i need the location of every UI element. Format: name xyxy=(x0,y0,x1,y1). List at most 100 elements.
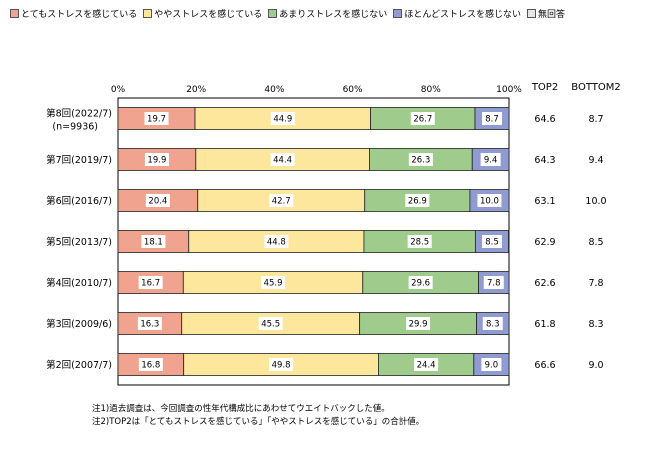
data-label-bg xyxy=(408,276,433,289)
data-label: 20.4 xyxy=(148,197,167,207)
legend-item: あまりストレスを感じない xyxy=(268,7,387,20)
data-label: 45.9 xyxy=(264,279,283,289)
note-1: 注1)過去調査は、今回調査の性年代構成比にあわせてウエイトバックした値。 xyxy=(92,404,390,414)
data-label-bg xyxy=(483,276,504,289)
bottom2-value: 8.7 xyxy=(588,114,603,125)
legend-item: ややストレスを感じている xyxy=(143,7,262,20)
x-tick-label: 60% xyxy=(343,85,363,95)
data-label: 26.9 xyxy=(408,197,427,207)
row-label: 第3回(2009/6) xyxy=(46,318,112,330)
legend-swatch xyxy=(268,9,278,18)
data-label: 29.9 xyxy=(409,320,428,330)
data-label: 8.7 xyxy=(485,115,499,125)
data-label-bg xyxy=(138,276,163,289)
x-tick-label: 100% xyxy=(496,85,522,95)
data-label: 8.3 xyxy=(486,320,500,330)
row-label: 第2回(2007/7) xyxy=(46,359,112,371)
data-label: 29.6 xyxy=(411,279,430,289)
data-label: 44.9 xyxy=(273,115,292,125)
top2-value: 64.3 xyxy=(534,155,555,166)
data-label-bg xyxy=(264,235,289,248)
data-label: 16.3 xyxy=(140,320,159,330)
data-label: 8.5 xyxy=(485,238,499,248)
legend-swatch xyxy=(143,9,153,18)
data-label-bg xyxy=(406,317,431,330)
row-sublabel: (n=9936) xyxy=(52,122,98,133)
note-2: 注2)TOP2は「とてもストレスを感じている」「ややストレスを感じている」の合計… xyxy=(92,417,425,427)
data-label-bg xyxy=(408,153,433,166)
row-label: 第7回(2019/7) xyxy=(46,154,112,166)
row-label: 第8回(2022/7) xyxy=(46,108,112,120)
data-label: 10.0 xyxy=(480,197,499,207)
data-label-bg xyxy=(405,194,430,207)
data-label: 44.4 xyxy=(273,156,292,166)
bottom2-value: 10.0 xyxy=(585,196,606,207)
data-label: 16.7 xyxy=(141,279,160,289)
data-label-bg xyxy=(481,235,502,248)
legend-swatch xyxy=(10,9,19,18)
data-label: 16.8 xyxy=(141,361,160,371)
data-label: 9.4 xyxy=(484,156,498,166)
top2-value: 62.9 xyxy=(534,237,555,248)
data-label-bg xyxy=(138,358,163,371)
data-label: 44.8 xyxy=(267,238,286,248)
top2-value: 66.6 xyxy=(534,360,555,371)
legend-item: ほとんどストレスを感じない xyxy=(393,7,521,20)
data-label-bg xyxy=(144,153,169,166)
top2-value: 64.6 xyxy=(534,114,555,125)
chart-legend: とてもストレスを感じている ややストレスを感じている あまりストレスを感じない ほとん… xyxy=(10,7,571,23)
data-label: 19.7 xyxy=(147,115,166,125)
data-label-bg xyxy=(258,317,283,330)
data-label-bg xyxy=(410,112,435,125)
data-label-bg xyxy=(477,194,502,207)
bottom2-value: 8.3 xyxy=(588,319,603,330)
top2-value: 62.6 xyxy=(534,278,555,289)
x-tick-label: 0% xyxy=(111,85,126,95)
legend-item: とてもストレスを感じている xyxy=(10,7,137,20)
legend-label: とてもストレスを感じている xyxy=(21,10,138,20)
x-tick-label: 20% xyxy=(186,85,206,95)
data-label: 42.7 xyxy=(272,197,291,207)
bottom2-header: BOTTOM2 xyxy=(571,82,620,93)
data-label-bg xyxy=(137,317,162,330)
x-tick-label: 80% xyxy=(421,85,441,95)
bar-segment xyxy=(508,230,510,253)
legend-label: ややストレスを感じている xyxy=(154,10,263,20)
data-label-bg xyxy=(414,358,439,371)
top2-value: 61.8 xyxy=(534,319,555,330)
legend-swatch xyxy=(393,9,403,18)
data-label: 26.7 xyxy=(413,115,432,125)
data-label: 19.9 xyxy=(147,156,166,166)
data-label-bg xyxy=(482,317,503,330)
data-label: 18.1 xyxy=(144,238,163,248)
data-label: 45.5 xyxy=(261,320,280,330)
legend-label: ほとんどストレスを感じない xyxy=(404,10,522,20)
bottom2-value: 7.8 xyxy=(588,278,603,289)
data-label: 9.0 xyxy=(485,361,499,371)
data-label-bg xyxy=(269,358,294,371)
legend-label: あまりストレスを感じない xyxy=(279,10,388,20)
bottom2-value: 8.5 xyxy=(588,237,603,248)
bottom2-value: 9.4 xyxy=(588,155,603,166)
top2-value: 63.1 xyxy=(534,196,555,207)
bottom2-value: 9.0 xyxy=(588,360,603,371)
data-label-bg xyxy=(481,112,502,125)
data-label: 28.5 xyxy=(410,238,429,248)
data-label: 7.8 xyxy=(487,279,501,289)
legend-swatch xyxy=(527,9,537,18)
data-label: 24.4 xyxy=(417,361,436,371)
data-label-bg xyxy=(270,153,295,166)
data-label-bg xyxy=(144,112,169,125)
legend-item: 無回答 xyxy=(527,7,565,20)
chart-notes: 注1)過去調査は、今回調査の性年代構成比にあわせてウエイトバックした値。 注2)… xyxy=(92,403,424,429)
data-label-bg xyxy=(480,153,501,166)
x-tick-label: 40% xyxy=(264,85,284,95)
data-label-bg xyxy=(407,235,432,248)
data-label-bg xyxy=(261,276,286,289)
data-label-bg xyxy=(141,235,166,248)
data-label: 49.8 xyxy=(272,361,291,371)
row-label: 第4回(2010/7) xyxy=(46,277,112,289)
legend-label: 無回答 xyxy=(538,10,566,20)
top2-header: TOP2 xyxy=(531,82,558,93)
